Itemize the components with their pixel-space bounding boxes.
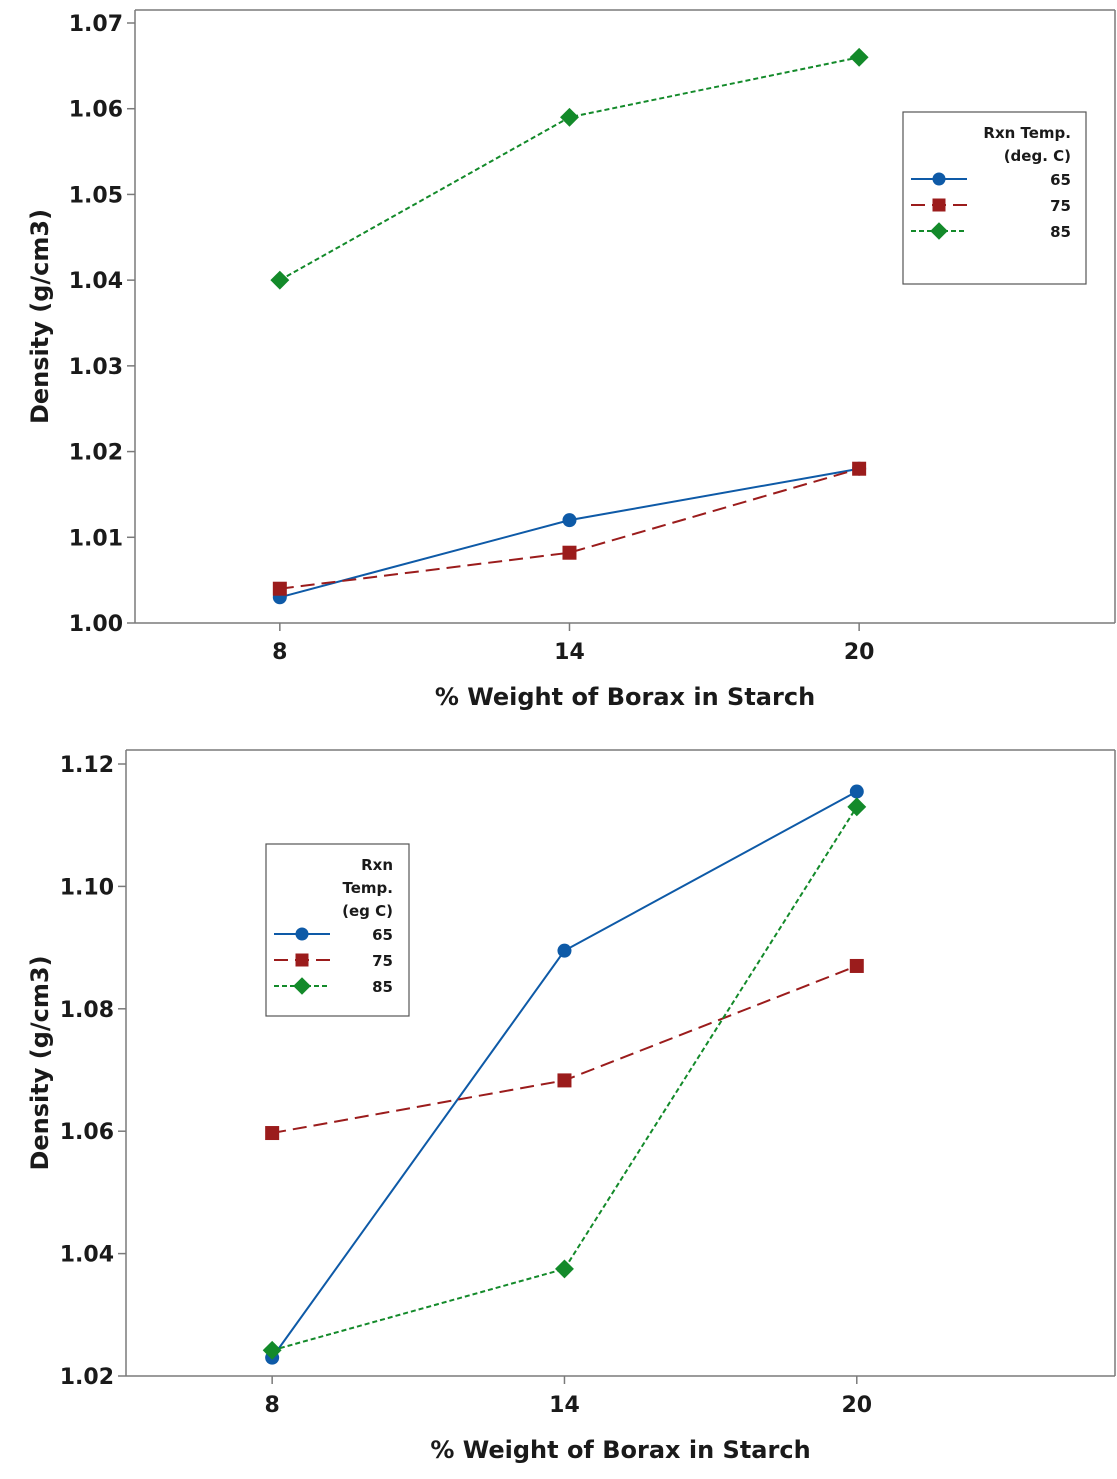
y-tick-label: 1.08	[60, 998, 114, 1023]
data-point-75	[272, 581, 287, 596]
y-tick-label: 1.05	[69, 183, 123, 208]
y-tick-label: 1.04	[60, 1243, 114, 1268]
y-tick-label: 1.04	[69, 269, 123, 294]
y-tick-label: 1.01	[69, 526, 123, 551]
density-chart-deg-c: 1.00 1.01 1.02 1.03 1.04 1.05 1.06 1.07 8 14 20 % W…	[26, 9, 1116, 711]
series-75	[265, 958, 864, 1141]
y-tick-label: 1.07	[69, 12, 123, 37]
data-point-75	[562, 545, 577, 560]
series-85	[270, 47, 869, 290]
legend-marker-65	[295, 927, 309, 941]
data-point-65	[557, 943, 572, 958]
data-point-85	[849, 47, 869, 67]
legend-label-65: 65	[372, 926, 393, 944]
y-axis-title: Density (g/cm3)	[26, 209, 54, 424]
data-point-75	[265, 1126, 280, 1141]
legend-marker-85	[293, 977, 311, 995]
legend-box	[265, 843, 410, 1017]
data-point-85	[847, 797, 867, 817]
legend-title: Rxn Temp.	[983, 124, 1071, 142]
series-line-85	[271, 806, 858, 1352]
legend: Rxn Temp. (eg C) 65 75 85	[265, 843, 410, 1017]
legend-box	[902, 111, 1087, 285]
series-75	[272, 461, 867, 596]
data-point-75	[557, 1073, 572, 1088]
data-point-85	[560, 107, 579, 127]
y-tick-label: 1.12	[60, 753, 114, 778]
legend-marker-75	[932, 198, 946, 212]
series-line-75	[279, 467, 860, 590]
legend-marker-65	[932, 172, 946, 186]
x-tick-label: 14	[554, 640, 585, 665]
x-tick-label: 14	[549, 1393, 580, 1418]
y-tick-label: 1.06	[69, 98, 123, 123]
legend-label-85: 85	[372, 978, 393, 996]
x-tick-label: 8	[272, 640, 287, 665]
y-axis-title: Density (g/cm3)	[26, 955, 54, 1170]
legend-label-75: 75	[1050, 197, 1071, 215]
legend-label-75: 75	[372, 952, 393, 970]
legend-title: (eg C)	[342, 902, 393, 920]
legend-title: Rxn	[361, 856, 393, 874]
legend-marker-85	[930, 222, 948, 240]
legend-label-65: 65	[1050, 171, 1071, 189]
y-tick-label: 1.03	[69, 355, 123, 380]
data-point-75	[852, 461, 867, 476]
data-point-85	[270, 270, 290, 290]
density-chart-eg-c: 1.02 1.04 1.06 1.08 1.10 1.12 8 14 20 % Weight of…	[26, 749, 1116, 1464]
x-tick-label: 20	[841, 1393, 872, 1418]
data-point-85	[555, 1259, 574, 1279]
legend-title: Temp.	[343, 879, 393, 897]
data-point-65	[849, 784, 864, 799]
x-axis-title: % Weight of Borax in Starch	[430, 1436, 810, 1464]
legend-marker-75	[295, 953, 309, 967]
series-65	[272, 461, 867, 605]
y-tick-label: 1.02	[69, 441, 123, 466]
y-tick-label: 1.02	[60, 1365, 114, 1390]
legend: Rxn Temp. (deg. C) 65 75 85	[902, 111, 1087, 285]
legend-title: (deg. C)	[1004, 147, 1071, 165]
data-point-75	[849, 958, 864, 973]
y-tick-label: 1.06	[60, 1120, 114, 1145]
data-point-65	[562, 513, 577, 528]
y-tick-label: 1.10	[60, 875, 114, 900]
legend-label-85: 85	[1050, 223, 1071, 241]
y-tick-label: 1.00	[69, 612, 123, 637]
x-axis-title: % Weight of Borax in Starch	[435, 683, 815, 711]
x-tick-label: 20	[844, 640, 875, 665]
x-tick-label: 8	[265, 1393, 280, 1418]
data-point-85	[262, 1340, 282, 1360]
series-line-85	[279, 56, 860, 282]
